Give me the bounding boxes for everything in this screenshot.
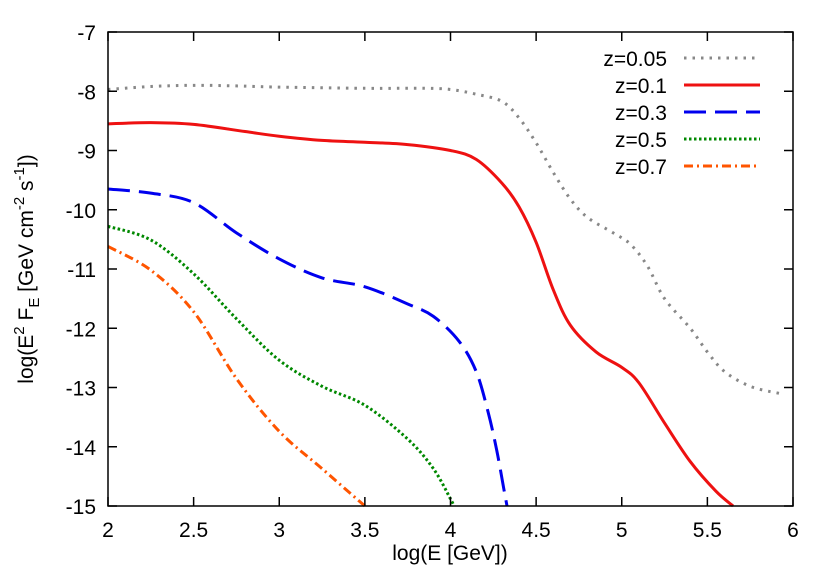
x-tick-label: 3.5 — [350, 519, 379, 542]
x-axis-title: log(E [GeV]) — [392, 542, 508, 565]
y-tick-label: -12 — [66, 318, 96, 341]
x-tick-label: 4.5 — [522, 519, 551, 542]
legend-label: z=0.05 — [603, 48, 667, 71]
x-tick-label: 4 — [445, 519, 457, 542]
x-tick-label: 2 — [102, 519, 114, 542]
y-axis-title: log(E2 FE [GeV cm-2 s-1]) — [11, 154, 43, 383]
series-line-z-0-7 — [107, 245, 366, 508]
y-tick-label: -13 — [66, 378, 96, 401]
series-line-z-0-3 — [107, 187, 509, 507]
legend-label: z=0.3 — [615, 102, 667, 125]
legend-label: z=0.5 — [615, 129, 667, 152]
x-tick-label: 6 — [787, 519, 799, 542]
y-tick-label: -11 — [67, 259, 96, 282]
x-tick-label: 5 — [616, 519, 628, 542]
ticks-layer: 2 2.5 3 3.5 4 4.5 5 5.5 6 -7 -8 -9 -10 -11 -12 -13 -14 -1… — [66, 22, 799, 542]
plot-frame — [107, 31, 794, 507]
legend-label: z=0.1 — [615, 75, 667, 98]
series-layer — [107, 83, 780, 508]
y-tick-label: -10 — [66, 200, 96, 223]
legend-label: z=0.7 — [615, 156, 667, 179]
x-tick-label: 2.5 — [179, 519, 208, 542]
y-tick-label: -7 — [77, 22, 96, 45]
x-tick-label: 3 — [273, 519, 285, 542]
x-tick-label: 5.5 — [693, 519, 722, 542]
legend: z=0.05 z=0.1 z=0.3 z=0.5 z=0.7 — [603, 48, 760, 179]
y-tick-label: -9 — [77, 141, 96, 164]
y-tick-label: -15 — [66, 496, 96, 519]
y-tick-label: -14 — [66, 437, 97, 460]
series-line-z-0-1 — [107, 121, 735, 508]
y-tick-label: -8 — [77, 81, 96, 104]
series-line-z-0-5 — [107, 224, 456, 507]
series-line-z-0-05 — [107, 83, 780, 395]
